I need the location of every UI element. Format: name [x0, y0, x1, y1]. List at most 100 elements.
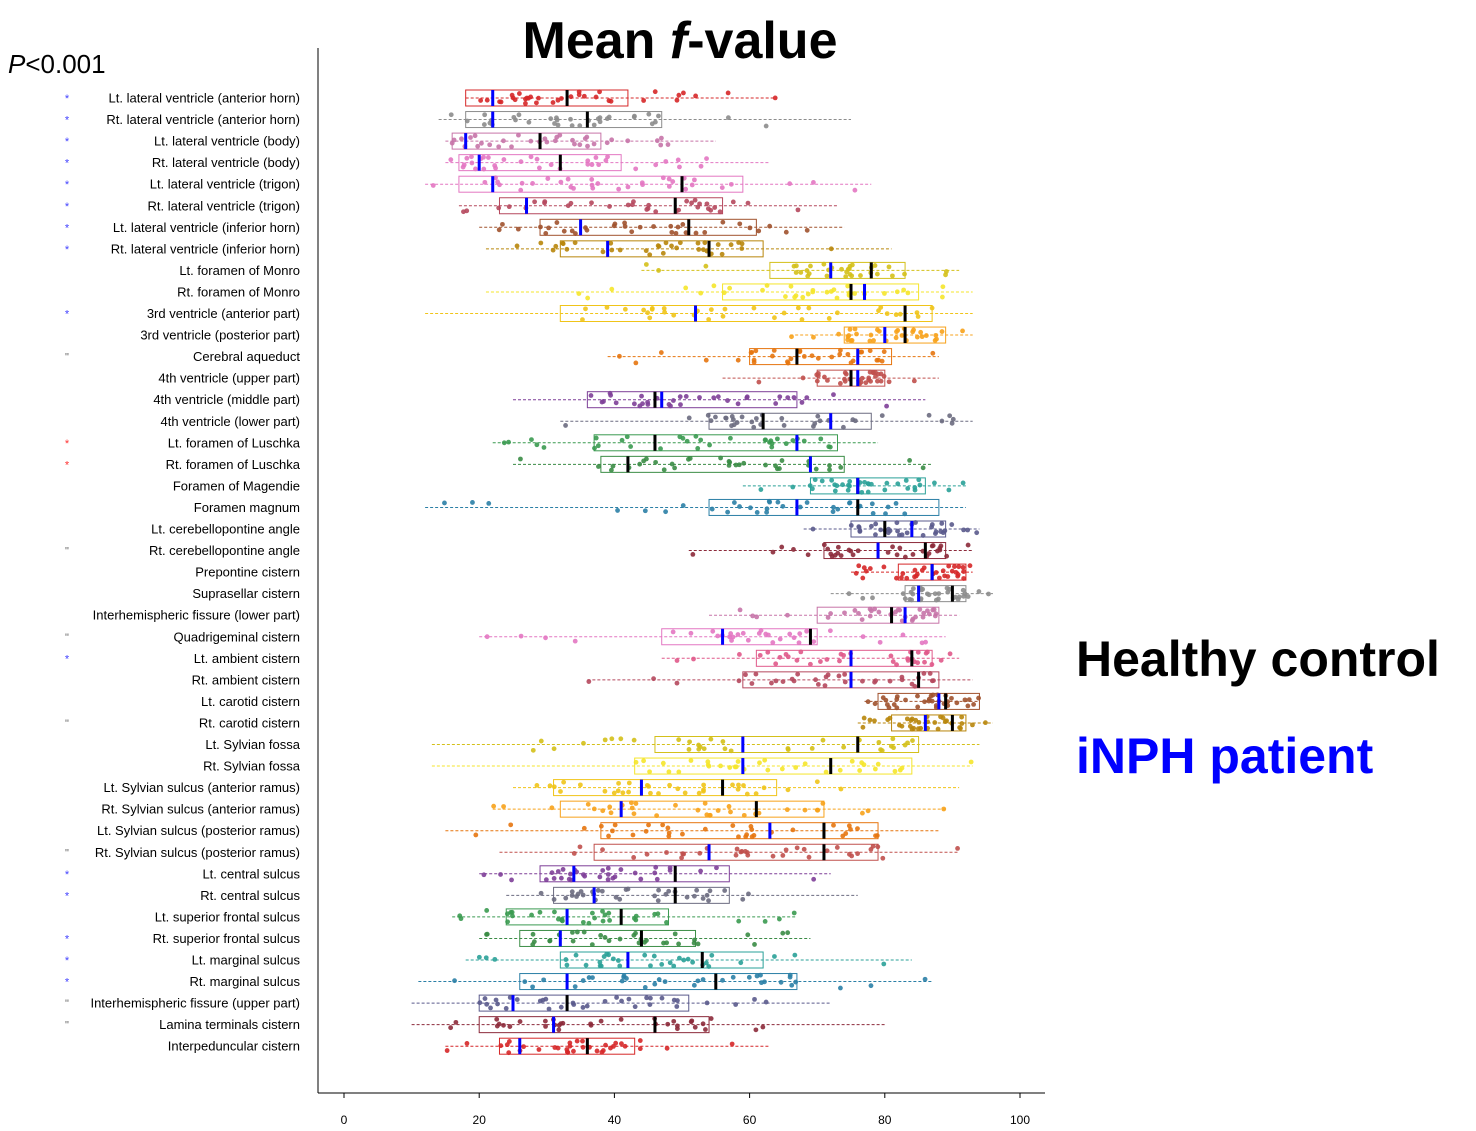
data-point [924, 649, 930, 655]
significance-marker: * [65, 653, 70, 665]
data-point [563, 423, 568, 428]
data-point [904, 530, 910, 536]
data-point [706, 317, 712, 322]
data-point [711, 283, 717, 289]
data-point [783, 847, 789, 853]
data-point [926, 412, 932, 418]
data-point [960, 328, 965, 334]
data-point [704, 201, 710, 207]
data-point [598, 1018, 604, 1024]
data-point [595, 888, 601, 893]
data-point [652, 893, 658, 899]
data-point [897, 311, 903, 317]
data-point [589, 910, 595, 916]
data-point [662, 979, 668, 985]
healthy-median-mark [795, 348, 799, 365]
data-point [600, 847, 605, 853]
inph-median-mark [863, 283, 867, 300]
data-point [686, 415, 692, 421]
significance-marker: * [65, 890, 70, 902]
data-point [852, 326, 858, 332]
data-point [739, 414, 745, 420]
box [661, 628, 818, 646]
data-point [894, 552, 900, 558]
data-point [789, 334, 794, 340]
data-point [680, 435, 686, 441]
data-point [659, 995, 665, 1001]
data-point [837, 351, 843, 357]
data-point [904, 716, 910, 722]
data-point [765, 649, 771, 655]
data-point [552, 1045, 558, 1050]
data-point [870, 843, 876, 849]
data-point [700, 896, 706, 901]
data-point [581, 740, 586, 746]
data-point [605, 865, 611, 871]
data-point [875, 378, 880, 384]
data-point [857, 529, 863, 534]
significance-marker: * [65, 955, 70, 967]
row-group: Suprasellar cistern [192, 585, 993, 603]
data-point [866, 375, 872, 381]
data-point [637, 1046, 643, 1052]
data-point [658, 446, 663, 452]
data-point [602, 737, 608, 743]
data-point [588, 1022, 594, 1028]
data-point [519, 180, 525, 186]
inph-median-mark [856, 477, 860, 494]
data-point [491, 803, 497, 809]
data-point [757, 652, 763, 658]
data-point [811, 180, 816, 185]
data-point [574, 894, 579, 899]
data-point [873, 532, 878, 538]
row-label: 3rd ventricle (posterior part) [140, 328, 300, 343]
data-point [899, 333, 905, 338]
data-point [753, 671, 759, 677]
inph-median-mark [721, 628, 725, 645]
data-point [731, 500, 737, 505]
data-point [804, 500, 810, 505]
data-point [736, 834, 741, 840]
data-point [909, 716, 915, 722]
inph-median-mark [491, 111, 495, 128]
data-point [818, 436, 824, 442]
data-point [764, 509, 770, 515]
data-point [702, 240, 708, 246]
data-point [822, 683, 828, 689]
row-group: Rt. Sylvian fossa [203, 757, 974, 775]
data-point [783, 229, 789, 235]
data-point [831, 822, 836, 828]
data-point [555, 97, 561, 103]
data-point [717, 209, 723, 215]
data-point [838, 347, 843, 353]
data-point [708, 736, 714, 742]
data-point [707, 812, 713, 818]
significance-marker: * [65, 933, 70, 945]
data-point [895, 481, 901, 487]
data-point [869, 523, 874, 529]
data-point [477, 1000, 483, 1006]
data-point [580, 1038, 585, 1044]
data-point [965, 594, 971, 599]
data-point [827, 463, 832, 468]
data-point [572, 984, 578, 990]
data-point [791, 635, 797, 641]
data-point [503, 1006, 509, 1011]
data-point [867, 566, 873, 571]
healthy-median-mark [890, 607, 894, 624]
data-point [507, 995, 513, 1000]
data-point [570, 938, 576, 944]
data-point [790, 827, 796, 833]
row-group: Rt. carotid cistern " [65, 714, 993, 732]
data-point [776, 916, 782, 922]
row-label: Rt. Sylvian fossa [203, 759, 301, 774]
data-point [836, 331, 842, 337]
data-point [460, 164, 466, 170]
inph-median-mark [552, 1016, 556, 1033]
data-point [809, 353, 815, 359]
data-point [827, 628, 833, 634]
data-point [475, 143, 481, 149]
data-point [829, 354, 835, 360]
healthy-median-mark [626, 456, 630, 473]
data-point [583, 962, 589, 968]
